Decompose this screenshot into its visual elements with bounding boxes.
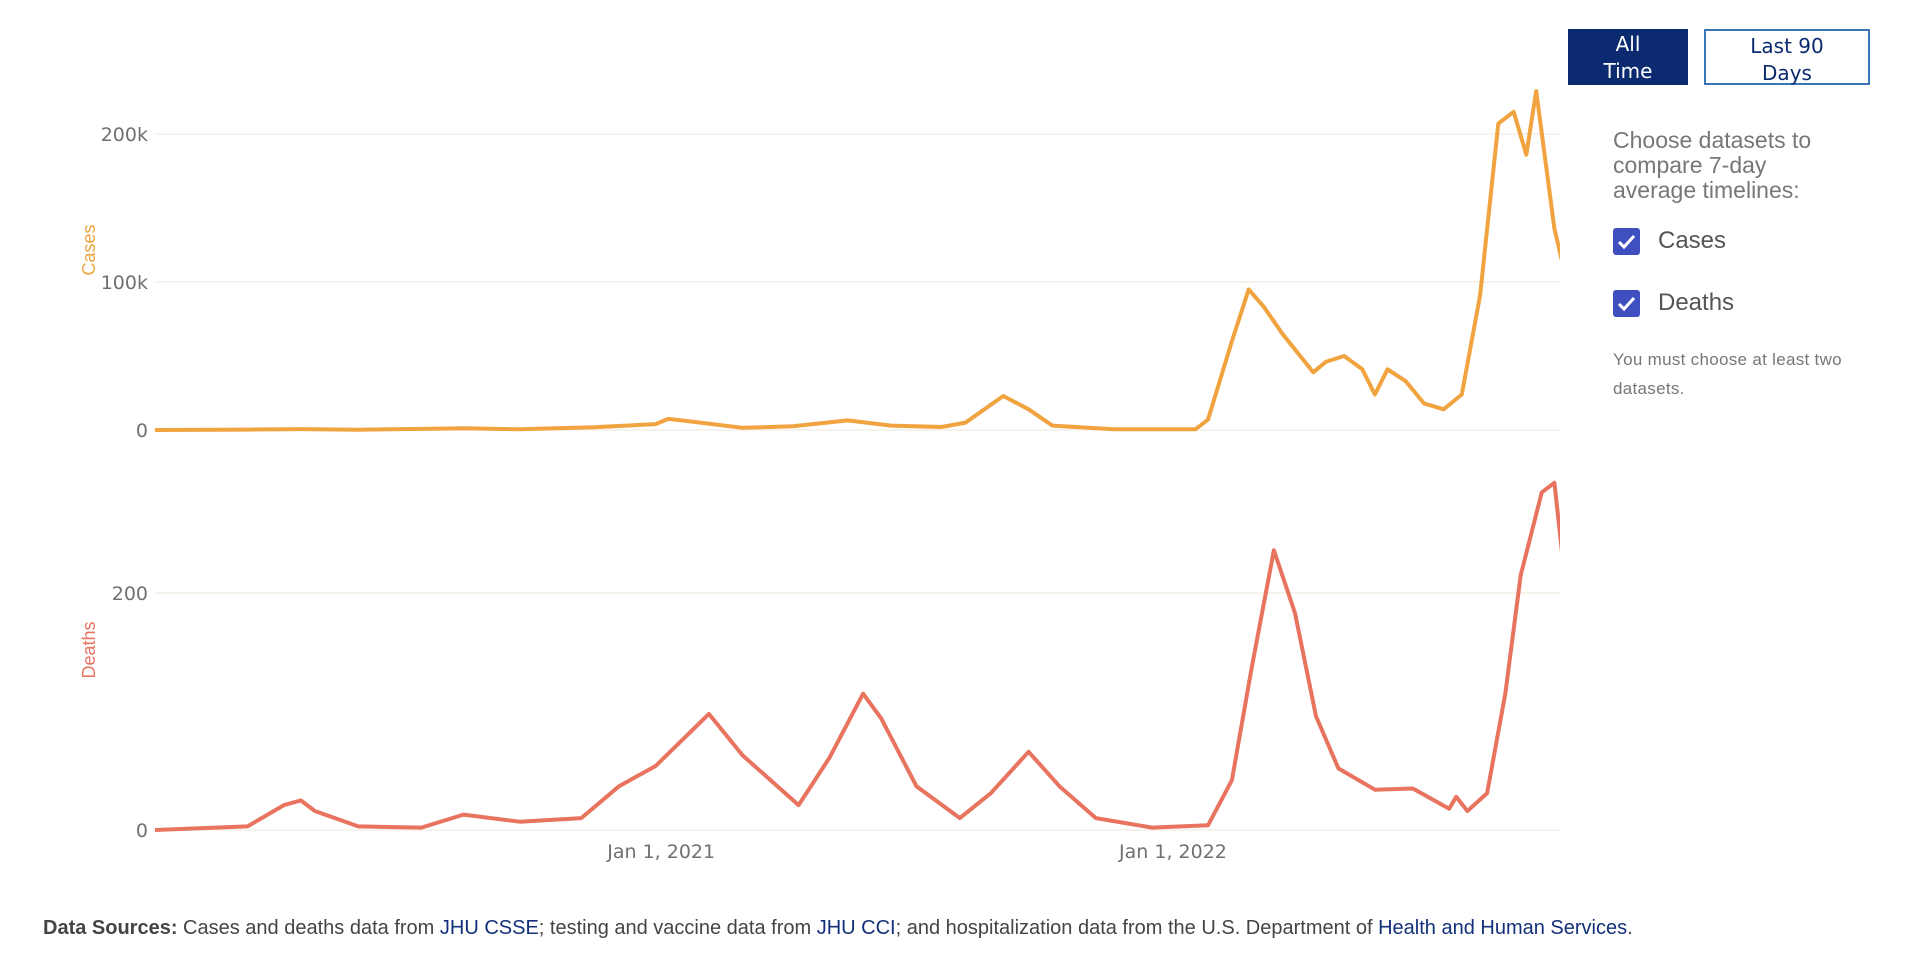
- footer-text: Cases and deaths data from: [177, 917, 440, 939]
- cases-checkbox-label: Cases: [1658, 227, 1727, 254]
- deaths-checkbox-label: Deaths: [1658, 289, 1735, 316]
- all-time-label-1: All: [1615, 32, 1641, 56]
- last-90-label-2: Days: [1762, 61, 1812, 85]
- last-90-label-1: Last 90: [1750, 34, 1824, 58]
- x-tick-label: Jan 1, 2021: [606, 841, 715, 863]
- y-tick-label: 0: [136, 820, 148, 842]
- all-time-label-2: Time: [1603, 59, 1653, 83]
- jhu-cci-link[interactable]: JHU CCI: [816, 917, 896, 939]
- jhu-csse-link[interactable]: JHU CSSE: [439, 917, 539, 939]
- y-axis-title: Cases: [79, 224, 99, 275]
- footer-label: Data Sources:: [43, 917, 178, 939]
- y-tick-label: 0: [136, 420, 148, 442]
- footer-text: .: [1627, 917, 1633, 939]
- timeline-chart: 0 100k 200k Cases 0 200 Deaths Jan 1, 2021 Jan 1…: [79, 89, 1560, 863]
- footer-text: ; and hospitalization data from the U.S.…: [895, 917, 1379, 939]
- footer-text: ; testing and vaccine data from: [538, 917, 817, 939]
- deaths-line: [154, 480, 1560, 832]
- data-sources-footer: Data Sources: Cases and deaths data from…: [43, 917, 1633, 940]
- selection-note: You must choose at least two datasets.: [1613, 350, 1842, 398]
- y-tick-label: 200: [112, 583, 148, 605]
- cases-line: [154, 89, 1560, 432]
- y-axis-title: Deaths: [79, 621, 99, 678]
- checkmark-icon: [1613, 227, 1640, 255]
- deaths-checkbox[interactable]: Deaths: [1613, 287, 1853, 319]
- x-tick-label: Jan 1, 2022: [1118, 841, 1227, 863]
- all-time-button[interactable]: All Time: [1568, 29, 1688, 85]
- y-tick-label: 100k: [101, 272, 148, 294]
- dataset-prompt: Choose datasets to compare 7-day average…: [1613, 127, 1812, 203]
- y-tick-label: 200k: [101, 124, 148, 146]
- cases-checkbox[interactable]: Cases: [1613, 225, 1853, 257]
- dataset-panel: Choose datasets to compare 7-day average…: [1613, 128, 1853, 403]
- last-90-days-button[interactable]: Last 90 Days: [1704, 29, 1870, 85]
- checkmark-icon: [1613, 289, 1640, 317]
- hhs-link[interactable]: Health and Human Services: [1378, 917, 1628, 939]
